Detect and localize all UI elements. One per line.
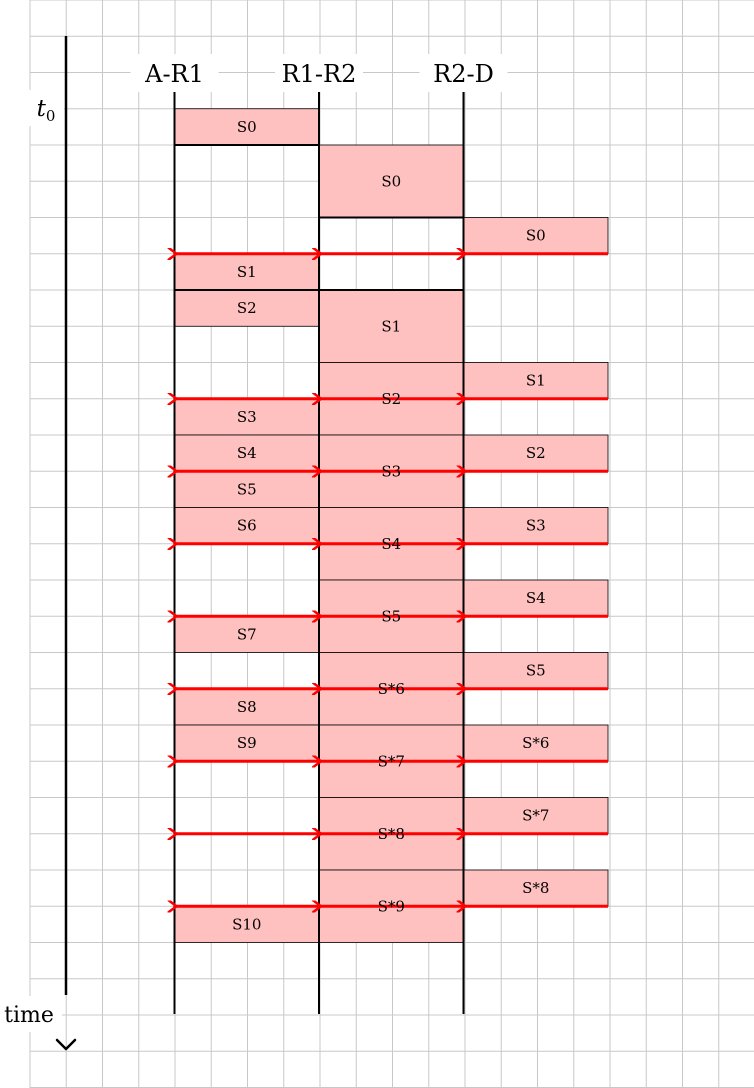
block-label: S5 — [381, 607, 401, 625]
block-label: S2 — [526, 444, 546, 462]
block-label: S*7 — [522, 807, 549, 825]
block-label: S0 — [526, 227, 546, 245]
block-label: S8 — [237, 698, 257, 716]
block-label: S*8 — [522, 879, 549, 897]
block-label: S3 — [526, 517, 546, 535]
t0-label: t0 — [37, 96, 56, 125]
block-2-22 — [463, 797, 609, 835]
block-label: S7 — [237, 625, 257, 643]
block-label: S2 — [381, 390, 401, 408]
block-label: S1 — [237, 263, 257, 281]
block-label: S4 — [237, 444, 257, 462]
header-bg — [419, 54, 508, 92]
block-label: S*7 — [378, 752, 405, 770]
block-label: S1 — [381, 317, 401, 335]
column-header-a-r1: A-R1 — [144, 60, 204, 88]
block-2-6 — [463, 217, 609, 255]
block-1-8 — [318, 289, 464, 363]
block-0-13 — [174, 470, 320, 508]
block-2-12 — [463, 434, 609, 472]
block-label: S1 — [526, 372, 546, 390]
block-label: S*9 — [378, 897, 405, 915]
block-label: S6 — [237, 517, 257, 535]
block-label: S3 — [381, 462, 401, 480]
column-lines — [173, 92, 465, 1014]
block-0-19 — [174, 688, 320, 726]
time-arrow-icon — [55, 1038, 77, 1051]
block-label: S2 — [237, 299, 257, 317]
column-header-r1-r2: R1-R2 — [282, 60, 357, 88]
block-label: S*6 — [522, 734, 549, 752]
header-bg — [275, 54, 363, 92]
block-labels-layer: S0 S0 S0 S1 S2 S1 S2 S1 S3 S4 S3 S2 S5 S6 S4 S3 S5 S4 S7 S*… — [232, 118, 549, 934]
block-label: S5 — [526, 662, 546, 680]
block-label: S*6 — [378, 680, 405, 698]
block-0-25 — [174, 905, 320, 943]
block-label: S3 — [237, 408, 257, 426]
column-header-r2-d: R2-D — [433, 60, 494, 88]
block-label: S4 — [381, 535, 401, 553]
block-0-11 — [174, 398, 320, 436]
block-0-3 — [174, 108, 320, 146]
block-0-12 — [174, 434, 320, 472]
block-label: S0 — [381, 172, 401, 190]
header-bg — [130, 54, 219, 92]
block-label: S10 — [232, 915, 261, 933]
block-label: S9 — [237, 734, 257, 752]
block-label: S*8 — [378, 825, 405, 843]
block-label: S5 — [237, 480, 257, 498]
block-label: S0 — [237, 118, 257, 136]
block-1-4 — [318, 144, 464, 218]
time-axis-label: time — [4, 1003, 54, 1028]
block-label: S4 — [526, 589, 546, 607]
block-0-7 — [174, 253, 320, 291]
arrows-layer — [177, 254, 608, 907]
column-headers: A-R1 R1-R2 R2-D — [130, 54, 508, 92]
